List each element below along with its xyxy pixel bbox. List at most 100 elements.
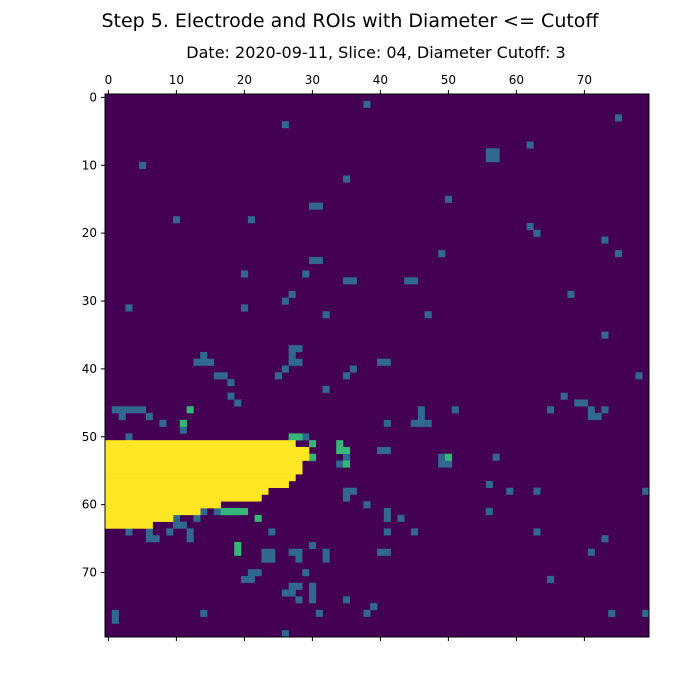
heatmap-cell-roi <box>302 270 310 278</box>
heatmap-cell-roi <box>587 548 595 556</box>
heatmap-cell-roi <box>526 222 534 231</box>
heatmap-cell-roi <box>363 609 371 617</box>
heatmap-cell-roi <box>159 419 167 427</box>
y-tick-label: 0 <box>89 90 97 104</box>
heatmap-cell-roi <box>322 311 330 319</box>
heatmap-cell-electrode <box>105 474 296 482</box>
heatmap-cell-roi <box>152 535 160 543</box>
heatmap-cell-roi <box>288 290 296 298</box>
heatmap-cell-roi <box>587 406 595 414</box>
heatmap-cell-roi <box>533 487 541 495</box>
heatmap-cell-roi <box>200 358 208 366</box>
y-axis-left: 0 10 20 30 40 50 60 70 <box>82 90 105 580</box>
heatmap-cell-roi <box>309 202 317 210</box>
heatmap-cell-roi <box>295 596 303 604</box>
heatmap-cell-roi <box>268 528 276 536</box>
heatmap-cell-roi <box>186 528 194 536</box>
heatmap-cell-electrode <box>105 501 221 509</box>
heatmap-cell-roi <box>642 609 650 617</box>
heatmap-cell-roi <box>118 406 126 414</box>
heatmap-cell-roi <box>241 575 249 583</box>
heatmap-cell-roi <box>485 155 493 163</box>
heatmap-cell-roi <box>424 419 432 427</box>
heatmap-cell-roi <box>336 460 344 468</box>
heatmap-cell-roi <box>451 406 459 414</box>
heatmap-cell-roi <box>642 487 650 495</box>
heatmap-cell-roi <box>281 121 289 129</box>
heatmap-cell-electrode <box>105 440 296 448</box>
x-tick-label: 60 <box>509 73 524 87</box>
heatmap-cell-roi <box>594 413 602 421</box>
heatmap-cell-roi <box>438 250 446 258</box>
heatmap-cell-roi <box>615 250 623 258</box>
heatmap-cell-roi <box>587 413 595 421</box>
heatmap-cell-roi <box>383 358 391 366</box>
heatmap-cell-roi <box>275 372 283 380</box>
heatmap-cell-roi <box>145 535 153 543</box>
heatmap-cell-roi <box>608 609 616 617</box>
heatmap-cell-roi <box>560 392 568 400</box>
heatmap-cell-roi <box>295 582 303 590</box>
heatmap-cell-roi <box>179 426 187 434</box>
heatmap-cell-roi <box>492 453 500 461</box>
heatmap-cell-roi <box>377 358 385 366</box>
heatmap-cell-roi <box>268 555 276 563</box>
heatmap-cell-electrode <box>105 494 262 502</box>
x-tick-label: 0 <box>105 73 113 87</box>
heatmap-cell-roi <box>370 603 378 611</box>
heatmap-cell-roi <box>295 548 303 556</box>
heatmap-cell-roi <box>343 453 351 461</box>
x-axis-bottom <box>107 637 585 641</box>
heatmap-cell-roi <box>247 569 255 577</box>
x-axis-top: 0 10 20 30 40 50 60 70 <box>105 73 592 94</box>
heatmap-cell-roi <box>445 460 453 468</box>
heatmap-cell-near-electrode <box>309 440 317 448</box>
heatmap-cell-roi <box>281 630 289 638</box>
heatmap-cell-electrode <box>105 508 201 516</box>
heatmap-cell-near-electrode <box>343 446 351 455</box>
heatmap-cell-roi <box>601 535 609 543</box>
heatmap-cell-near-electrode <box>309 453 317 461</box>
heatmap-cell-roi <box>309 541 317 550</box>
heatmap-cell-roi <box>247 575 255 583</box>
heatmap-cell-roi <box>635 372 643 380</box>
heatmap-cell-roi <box>288 351 296 360</box>
heatmap-cell-roi <box>295 555 303 563</box>
heatmap-cell-roi <box>193 358 201 366</box>
heatmap-cell-roi <box>234 399 242 407</box>
heatmap-cell-roi <box>247 216 255 224</box>
heatmap-cell-roi <box>438 453 446 461</box>
heatmap-cell-roi <box>288 582 296 590</box>
heatmap-cell-electrode <box>105 460 303 468</box>
heatmap-cell-roi <box>213 508 221 516</box>
heatmap-cell-roi <box>241 270 249 278</box>
heatmap-cell-roi <box>125 528 133 536</box>
heatmap-cell-roi <box>363 100 371 108</box>
heatmap-cell-roi <box>227 379 235 387</box>
heatmap-cell-roi <box>145 413 153 421</box>
heatmap-cell-roi <box>445 195 453 203</box>
heatmap-cell-roi <box>309 256 317 264</box>
heatmap-cell-roi <box>411 419 419 427</box>
x-tick-label: 70 <box>577 73 592 87</box>
heatmap-cell-roi <box>261 548 269 556</box>
heatmap-cell-roi <box>302 433 310 441</box>
heatmap-cell-near-electrode <box>234 508 242 516</box>
heatmap-cell-roi <box>295 358 303 366</box>
x-tick-label: 50 <box>441 73 456 87</box>
heatmap-cell-roi <box>533 528 541 536</box>
heatmap-cell-roi <box>132 406 140 414</box>
heatmap-cell-electrode <box>105 487 269 495</box>
heatmap-cell-roi <box>227 392 235 400</box>
heatmap-cell-electrode <box>105 480 289 488</box>
heatmap-cell-roi <box>302 569 310 577</box>
heatmap-cell-roi <box>111 406 119 414</box>
heatmap-cell-roi <box>309 596 317 604</box>
heatmap-cell-roi <box>268 548 276 556</box>
heatmap-cell-roi <box>377 548 385 556</box>
heatmap-cell-roi <box>411 528 419 536</box>
heatmap-cell-roi <box>111 609 119 617</box>
heatmap-cell-electrode <box>105 446 310 455</box>
heatmap-cell-roi <box>349 277 357 285</box>
